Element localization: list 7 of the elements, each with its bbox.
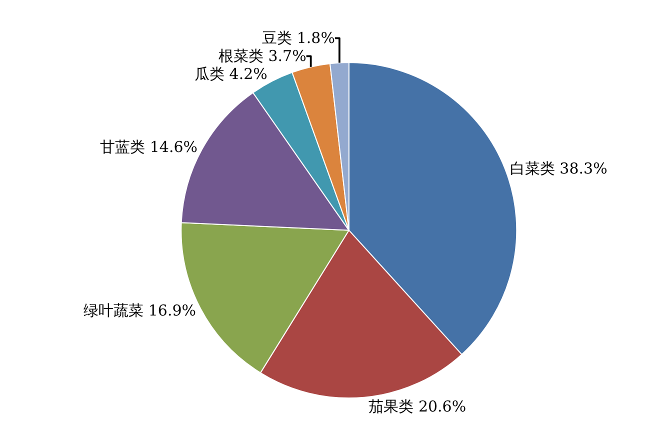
- slice-label: 甘蓝类 14.6%: [100, 138, 198, 156]
- slice-label: 根菜类 3.7%: [218, 47, 306, 66]
- slice-label: 豆类 1.8%: [262, 29, 335, 48]
- slice-label: 茄果类 20.6%: [368, 397, 466, 416]
- slice-label: 绿叶蔬菜 16.9%: [84, 301, 196, 320]
- slice-label: 瓜类 4.2%: [194, 65, 268, 84]
- slice-label: 白菜类 38.3%: [510, 160, 608, 178]
